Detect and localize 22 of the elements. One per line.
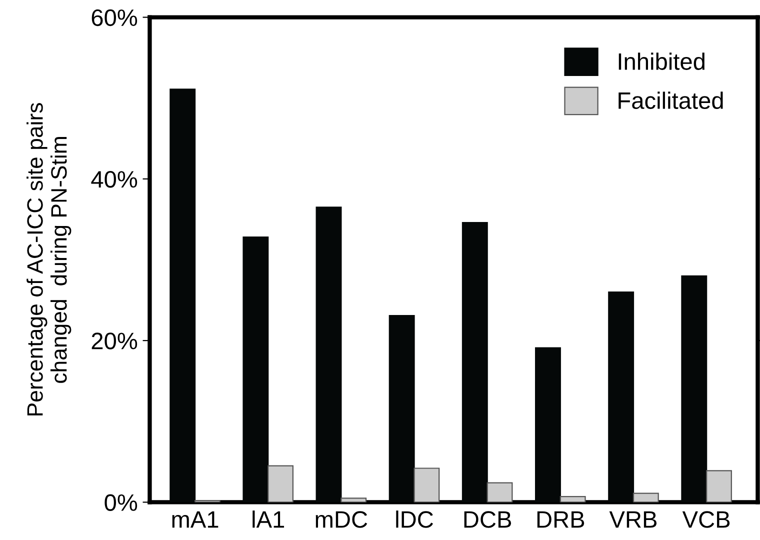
x-tick-label: mA1: [172, 511, 218, 528]
legend-label: Inhibited: [618, 52, 704, 70]
bar: [340, 498, 367, 502]
bar: [560, 496, 586, 502]
y-tick-label: 0%: [104, 494, 138, 511]
bar: [268, 465, 294, 502]
x-tick-label: lA1: [252, 510, 284, 528]
y-tick-label: 40%: [91, 170, 138, 188]
bar: [486, 482, 513, 502]
legend-label: Facilitated: [618, 92, 723, 110]
x-tick-label: lDC: [396, 510, 434, 528]
x-tick-label: mDC: [316, 511, 368, 528]
bar: [706, 470, 732, 502]
x-tick-label: VCB: [682, 511, 730, 528]
y-tick-label: 60%: [92, 9, 138, 26]
y-tick-label: 20%: [92, 332, 138, 350]
x-tick-label: VRB: [609, 511, 657, 528]
y-axis-title: Percentage of AC-ICC site pairs changed during PN-Stim: [26, 103, 72, 416]
bar: [632, 492, 659, 502]
bar: [414, 468, 440, 502]
x-tick-label: DRB: [537, 511, 584, 528]
x-tick-label: DCB: [464, 511, 512, 528]
